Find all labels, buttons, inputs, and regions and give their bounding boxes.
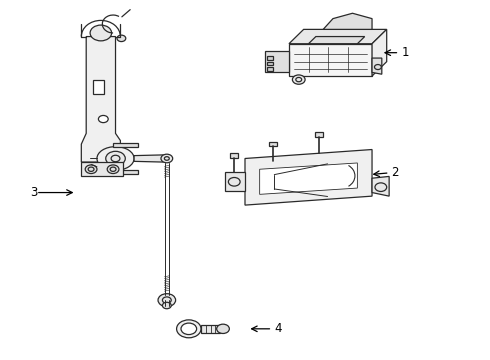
Circle shape <box>117 35 126 41</box>
Bar <box>93 80 104 94</box>
Polygon shape <box>289 30 387 44</box>
Text: 4: 4 <box>274 322 282 335</box>
Bar <box>113 143 138 147</box>
Circle shape <box>85 165 97 174</box>
Circle shape <box>217 324 229 333</box>
Polygon shape <box>81 37 121 162</box>
Polygon shape <box>323 13 372 30</box>
Circle shape <box>181 323 196 334</box>
Bar <box>267 62 273 65</box>
Circle shape <box>176 320 201 338</box>
Bar <box>267 67 273 71</box>
Circle shape <box>90 25 112 41</box>
Bar <box>315 132 322 137</box>
Text: 1: 1 <box>401 46 409 59</box>
Polygon shape <box>372 176 389 196</box>
Bar <box>113 170 138 174</box>
Polygon shape <box>245 149 372 205</box>
Circle shape <box>98 116 108 123</box>
Bar <box>269 142 277 147</box>
Polygon shape <box>372 58 382 74</box>
Circle shape <box>107 165 119 174</box>
Polygon shape <box>225 172 245 191</box>
Polygon shape <box>309 37 365 44</box>
Polygon shape <box>260 163 357 194</box>
Bar <box>201 324 220 333</box>
Ellipse shape <box>97 147 134 170</box>
Bar <box>230 153 238 158</box>
Circle shape <box>158 294 175 307</box>
Text: 3: 3 <box>30 186 37 199</box>
Polygon shape <box>265 51 289 72</box>
Circle shape <box>293 75 305 84</box>
Polygon shape <box>372 30 387 76</box>
Circle shape <box>161 154 172 163</box>
Circle shape <box>162 302 171 309</box>
Circle shape <box>106 151 125 166</box>
Text: 2: 2 <box>392 166 399 179</box>
Polygon shape <box>81 162 123 176</box>
Polygon shape <box>134 155 163 162</box>
Bar <box>267 56 273 60</box>
Polygon shape <box>289 44 372 76</box>
